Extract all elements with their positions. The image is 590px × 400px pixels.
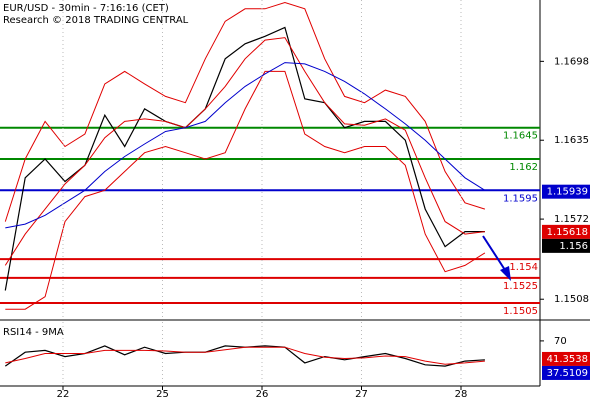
price-tag: [542, 238, 590, 253]
x-tick-label: 28: [455, 389, 468, 400]
level-label: 1.162: [509, 162, 538, 173]
price-tag-label: 1.156: [559, 241, 588, 252]
y-tick-label: 1.1635: [554, 135, 589, 146]
price-tag: [542, 184, 590, 199]
price-tag-label: 1.15939: [547, 187, 588, 198]
forecast-arrow-head: [500, 266, 511, 281]
level-label: 1.1525: [503, 281, 538, 292]
y-tick-label: 70: [554, 336, 567, 347]
level-label: 1.1645: [503, 131, 538, 142]
series-line: [5, 62, 486, 229]
series-line: [4, 37, 485, 266]
series-line: [5, 346, 485, 365]
price-tag: [542, 351, 590, 366]
y-tick-label: 1.1508: [554, 294, 589, 305]
rsi-title: RSI14 - 9MA: [3, 327, 64, 338]
price-tag: [542, 224, 590, 239]
x-tick-label: 26: [256, 389, 269, 400]
chart-subtitle: Research © 2018 TRADING CENTRAL: [3, 15, 189, 26]
price-tag-label: 37.5109: [547, 368, 588, 379]
series-line: [5, 70, 486, 310]
level-label: 1.1505: [503, 306, 538, 317]
level-label: 1.154: [509, 262, 538, 273]
x-tick-label: 22: [57, 389, 70, 400]
price-tag-label: 1.15618: [547, 227, 588, 238]
series-line: [4, 1, 486, 222]
forecast-arrow: [482, 235, 506, 271]
y-tick-label: 1.1572: [554, 214, 589, 225]
chart-title: EUR/USD - 30min - 7:16:16 (CET): [3, 3, 169, 14]
level-label: 1.1595: [503, 193, 538, 204]
price-tag: [542, 365, 590, 380]
x-tick-label: 27: [355, 389, 368, 400]
price-tag-label: 41.3538: [547, 354, 588, 365]
x-tick-label: 25: [156, 389, 169, 400]
y-tick-label: 1.1698: [554, 56, 589, 67]
